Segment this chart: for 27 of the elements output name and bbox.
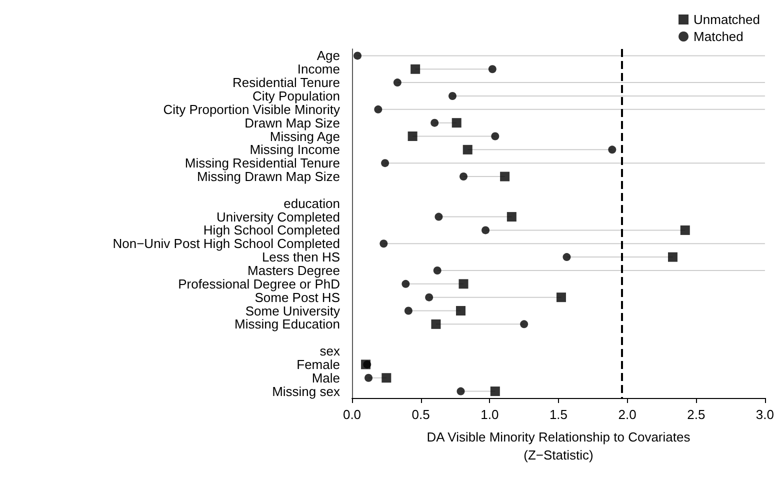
y-tick-label: University Completed (216, 209, 340, 224)
x-tick-label: 0.5 (412, 407, 430, 422)
y-tick-label: Some University (245, 303, 340, 318)
y-tick-label: Less then HS (262, 250, 340, 265)
x-tick-label: 1.5 (549, 407, 568, 422)
x-tick-label: 2.5 (687, 407, 706, 422)
y-tick-label: Age (316, 48, 340, 64)
y-tick-label: Missing Age (270, 128, 340, 144)
y-tick-label: Missing Residential Tenure (184, 156, 340, 171)
x-tick-label: 3.0 (756, 407, 774, 422)
x-tick-label: 1.0 (480, 407, 499, 422)
y-tick-label: Male (312, 370, 340, 386)
y-tick-label: Income (297, 62, 340, 77)
y-tick-label: Missing sex (272, 384, 340, 399)
y-tick-label: sex (320, 344, 340, 359)
y-tick-label: City Population (252, 88, 340, 104)
y-tick-label: Residential Tenure (232, 75, 340, 90)
x-tick-label: 0.0 (342, 407, 362, 422)
legend-label: Unmatched (694, 12, 760, 27)
y-tick-label: Female (296, 356, 340, 372)
y-tick-label: Missing Drawn Map Size (196, 169, 340, 184)
x-axis-title: DA Visible Minority Relationship to Covariates (Z−Statistic) (426, 430, 691, 462)
y-tick-label: education (284, 196, 340, 211)
y-tick-label: Masters Degree (248, 262, 340, 278)
y-tick-label: Non−Univ Post High School Completed (112, 236, 340, 252)
x-tick-label: 2.0 (618, 407, 636, 422)
legend-label: Matched (694, 29, 744, 44)
